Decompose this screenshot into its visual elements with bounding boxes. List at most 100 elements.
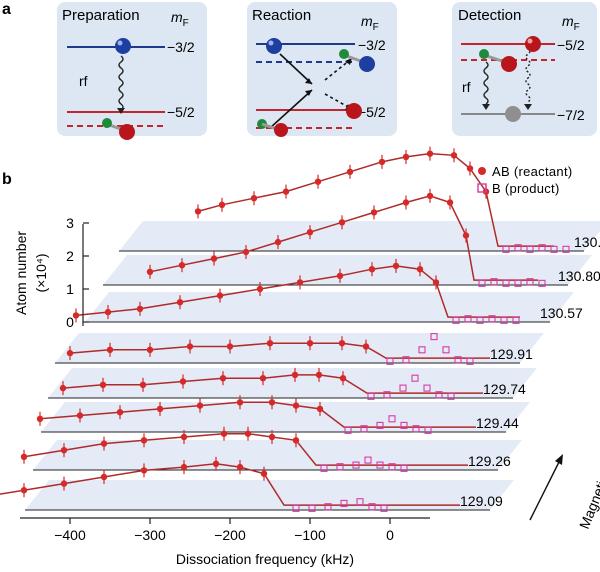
- product-point: [320, 464, 328, 472]
- product-point: [452, 316, 460, 324]
- product-point: [336, 463, 344, 471]
- reactant-point: [336, 272, 344, 279]
- reactant-point: [370, 209, 378, 216]
- preparation-rf-wavy-arrow: [118, 55, 124, 111]
- data-traces: [0, 146, 584, 512]
- reactant-point: [20, 453, 28, 460]
- reaction-green-atom-out: [339, 49, 349, 59]
- reactant-point: [212, 460, 220, 467]
- x-tick-label: −100: [294, 527, 326, 543]
- field-label-130.80: 130.80: [558, 268, 600, 284]
- preparation-arrowhead: [117, 108, 125, 114]
- trace-129.91: [55, 333, 520, 365]
- reactant-point: [179, 378, 187, 385]
- detection-lower-level-label: −7/2: [557, 107, 585, 123]
- reactant-point: [146, 346, 154, 353]
- reactant-point: [368, 266, 376, 273]
- field-label-130.97: 130.97: [574, 234, 600, 250]
- detection-red-atom-highlight: [527, 38, 533, 44]
- reactant-point: [100, 473, 108, 481]
- preparation-red-atom: [119, 124, 135, 140]
- reactant-point: [76, 412, 84, 419]
- product-point: [502, 245, 510, 253]
- detection-upper-level-label: −5/2: [557, 37, 585, 53]
- product-point: [383, 391, 391, 399]
- fit-curve-130.80: [149, 195, 538, 281]
- detection-box: Detection mF −5/2 −7/2 rf: [452, 2, 597, 136]
- preparation-upper-level-label: −3/2: [167, 39, 195, 55]
- reactant-point: [339, 375, 347, 382]
- product-point: [424, 426, 432, 434]
- fit-curve-130.57: [75, 265, 520, 318]
- legend-reactant-label: AB (reactant): [492, 164, 572, 179]
- product-point: [488, 315, 496, 323]
- product-point: [464, 315, 472, 323]
- plane-130.80: [103, 255, 592, 285]
- reactant-point: [362, 343, 370, 350]
- product-point: [423, 384, 431, 392]
- reactant-point: [306, 229, 314, 236]
- panel-a-label: a: [2, 1, 11, 18]
- product-point: [538, 244, 546, 252]
- trace-129.09: [0, 456, 490, 512]
- product-point: [550, 245, 558, 253]
- reactant-point: [266, 340, 274, 347]
- field-label-129.44: 129.44: [476, 415, 519, 431]
- product-point: [399, 384, 407, 392]
- reactant-point: [260, 470, 268, 477]
- y-axis-label: Atom number: [13, 231, 29, 315]
- plane-129.91: [55, 333, 544, 363]
- reactant-point: [36, 415, 44, 422]
- magnetic-field-arrowhead: [555, 454, 563, 465]
- reactant-point: [60, 480, 68, 487]
- reactant-point: [402, 199, 410, 206]
- product-point: [376, 421, 384, 429]
- plane-129.44: [41, 402, 530, 432]
- detection-gray-atom: [505, 106, 521, 122]
- reactant-point: [139, 381, 147, 388]
- product-point: [435, 391, 443, 399]
- plane-129.26: [33, 440, 522, 470]
- detection-title: Detection: [458, 7, 521, 24]
- detection-rf-dotted-arrow: [525, 47, 531, 103]
- reactant-point: [462, 232, 470, 239]
- reactant-point: [416, 266, 424, 273]
- reactant-point: [268, 399, 276, 406]
- y-tick-label: 3: [66, 215, 74, 231]
- reactant-point: [250, 195, 258, 202]
- product-point: [447, 392, 455, 400]
- reaction-arrow-in-upper: [279, 53, 313, 85]
- x-axis-label: Dissociation frequency (kHz): [176, 551, 354, 567]
- product-point: [380, 504, 388, 512]
- product-point: [418, 346, 426, 354]
- plane-130.97: [119, 221, 600, 251]
- x-tick-label: −400: [54, 527, 86, 543]
- preparation-title: Preparation: [62, 7, 140, 24]
- reactant-point: [346, 168, 354, 175]
- detection-green-atom: [479, 49, 489, 59]
- product-point: [411, 374, 419, 382]
- detection-rf-wavy-arrow: [483, 61, 489, 105]
- preparation-rf-label: rf: [79, 73, 88, 89]
- reactant-point: [292, 402, 300, 409]
- reactant-point: [20, 487, 28, 494]
- y-tick-label: 1: [66, 281, 74, 297]
- product-point: [412, 425, 420, 433]
- plane-130.57: [85, 292, 574, 322]
- y-axis: 3 2 1 0 Atom number (×10⁴): [13, 215, 89, 330]
- legend-product-label: B (product): [492, 181, 560, 196]
- preparation-box: Preparation mF −3/2 −5/2 rf: [57, 2, 207, 140]
- product-point: [364, 456, 372, 464]
- reactant-point: [236, 463, 244, 471]
- product-point: [562, 245, 570, 253]
- reaction-blue-atom-out: [359, 56, 375, 72]
- reaction-box-bg: [247, 2, 397, 136]
- reactant-point: [402, 153, 410, 161]
- reaction-lower-level-label: −5/2: [358, 104, 386, 120]
- reactant-point: [315, 371, 323, 379]
- reaction-arrow-out-lower: [324, 93, 351, 109]
- product-point: [400, 421, 408, 429]
- panel-b-label: b: [2, 171, 12, 188]
- magnetic-field-arrow: [529, 459, 561, 521]
- product-point: [490, 278, 498, 286]
